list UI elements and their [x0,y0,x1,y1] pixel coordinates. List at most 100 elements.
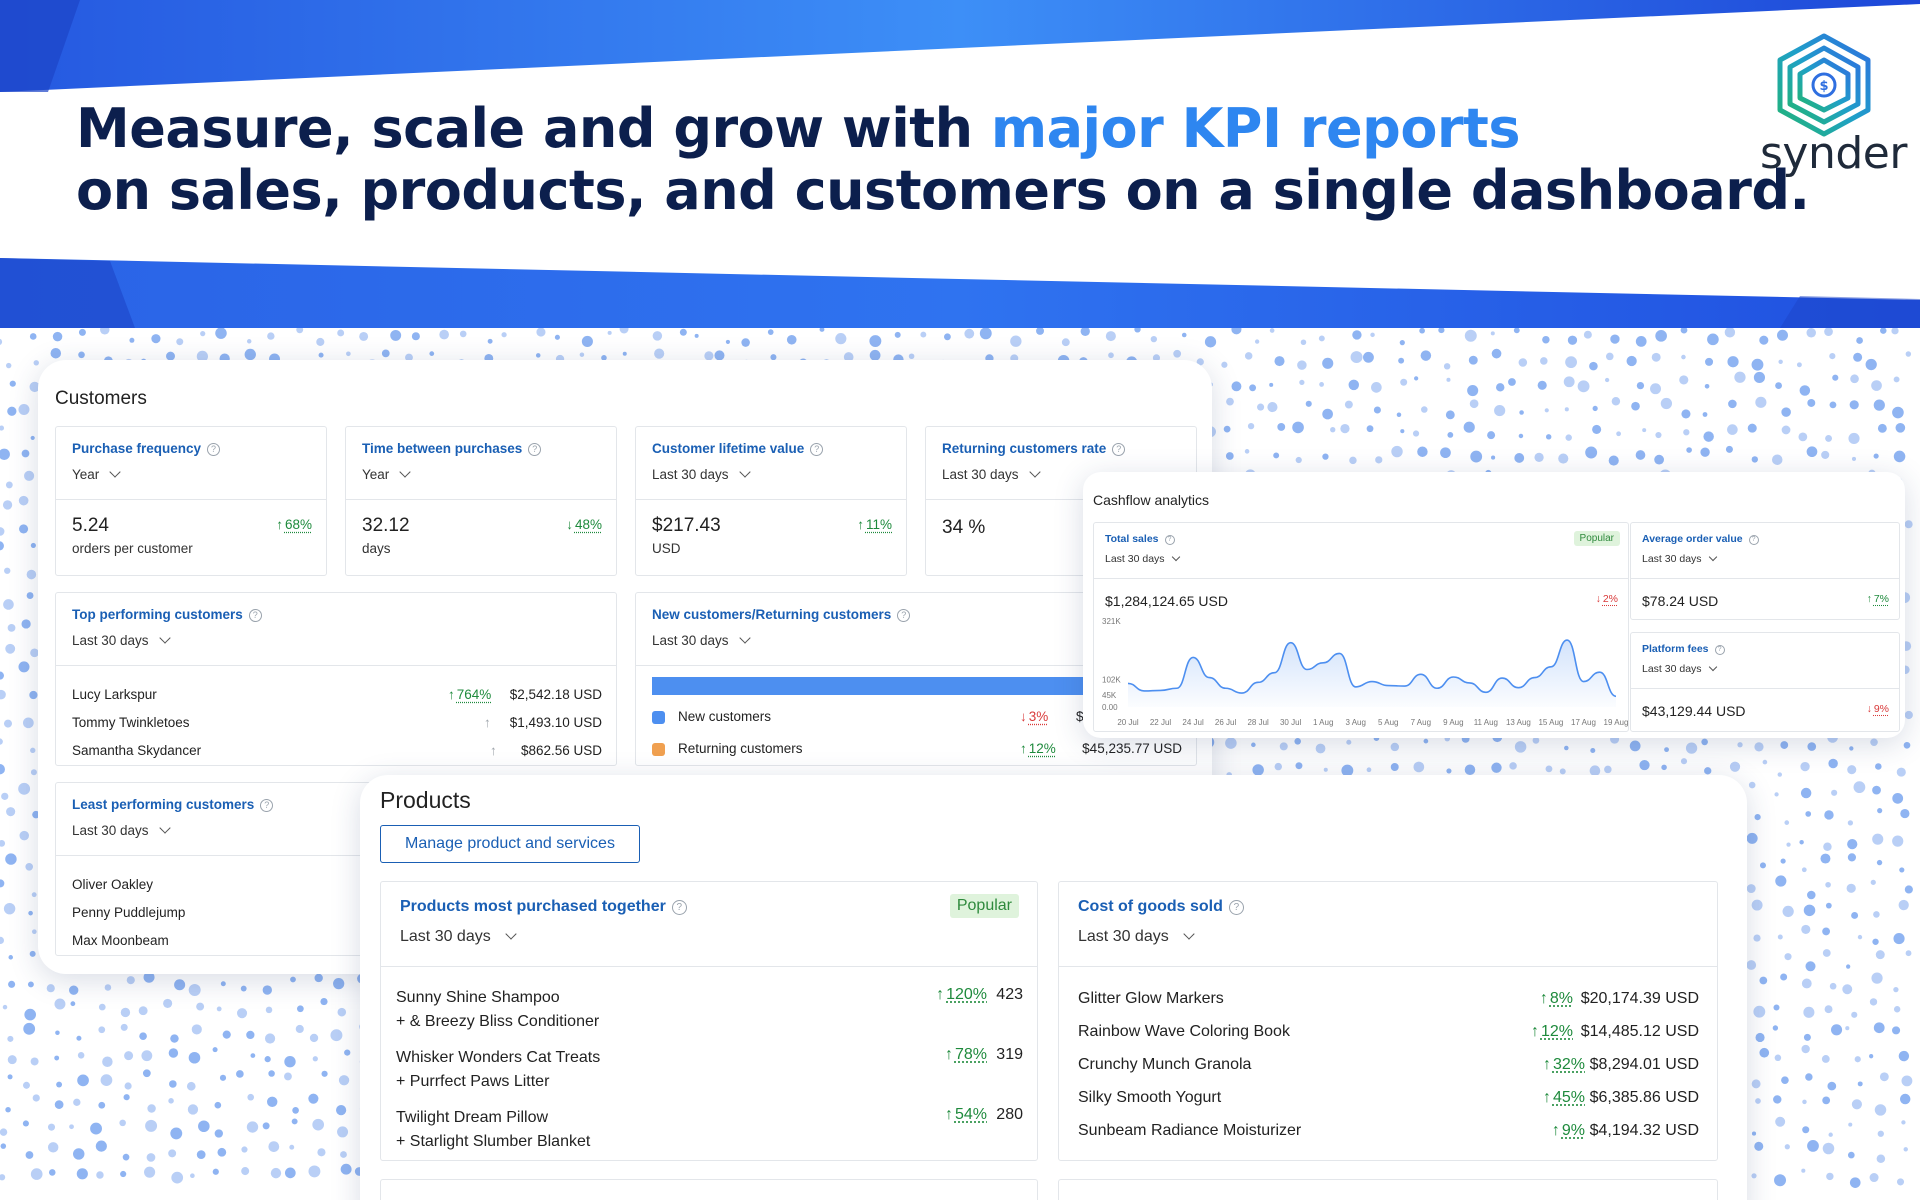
background-dot [314,973,323,983]
background-dot [1870,738,1878,747]
help-icon[interactable]: ? [207,443,221,456]
period-dropdown[interactable]: Year [362,466,411,482]
period-dropdown[interactable]: Last 30 days [652,632,751,648]
background-dot [1545,765,1553,773]
product-name[interactable]: Glitter Glow Markers [1078,990,1224,1007]
background-dot [340,1151,347,1158]
background-dot [18,404,30,416]
customer-name[interactable]: Max Moonbeam [72,933,169,948]
customer-name[interactable]: Samantha Skydancer [72,743,202,758]
background-dot [151,334,161,344]
background-dot [1440,447,1451,459]
customer-name[interactable]: Penny Puddlejump [72,905,186,920]
background-dot [104,984,112,991]
background-dot [581,335,593,348]
background-dot [29,690,38,700]
background-dot [32,810,40,819]
x-tick-label: 26 Jul [1215,718,1237,727]
period-dropdown[interactable]: Last 30 days [942,466,1041,482]
background-dot [1700,447,1710,457]
background-dot [487,338,493,344]
product-name[interactable]: Sunbeam Radiance Moisturizer [1078,1122,1302,1139]
x-tick-label: 9 Aug [1443,718,1463,727]
help-icon[interactable]: ? [1748,535,1759,545]
background-dot [30,769,37,776]
background-dot [1061,338,1070,347]
chevron-down-icon [399,466,411,478]
product-name[interactable]: Rainbow Wave Coloring Book [1078,1023,1290,1040]
period-dropdown[interactable]: Last 30 days [1642,662,1717,675]
help-icon[interactable]: ? [528,443,542,456]
product-pair[interactable]: Sunny Shine Shampoo + & Breezy Bliss Cond… [396,989,600,1030]
period-dropdown[interactable]: Last 30 days [72,632,171,648]
product-name[interactable]: Crunchy Munch Granola [1078,1056,1252,1073]
help-icon[interactable]: ? [1164,535,1175,545]
divider [1631,688,1899,689]
background-dot [1901,1075,1913,1087]
help-icon[interactable]: ? [1714,645,1725,655]
background-dot [28,910,33,916]
period-dropdown[interactable]: Year [72,466,121,482]
cashflow-title: Cashflow analytics [1093,492,1209,508]
product-pair[interactable]: Twilight Dream Pillow + Starlight Slumber… [396,1109,591,1150]
background-dot [30,542,36,548]
period-dropdown[interactable]: Last 30 days [400,928,517,946]
help-icon[interactable]: ? [1228,900,1244,915]
product-pair[interactable]: Whisker Wonders Cat Treats + Purrfect Paw… [396,1049,601,1090]
background-dot [1509,762,1517,770]
background-dot [1292,421,1304,434]
background-dot [1899,1093,1911,1105]
new-customers-change: ↓ 3% [1020,709,1049,724]
period-dropdown[interactable]: Last 30 days [1105,552,1180,565]
background-dot [77,1052,85,1059]
background-dot [296,1005,304,1013]
background-dot [1518,433,1524,439]
chevron-down-icon [109,466,121,478]
period-dropdown[interactable]: Last 30 days [1078,928,1195,946]
background-dot [1853,352,1863,362]
divider [1631,578,1899,579]
background-dot [1537,380,1547,390]
background-dot [77,1074,89,1087]
x-tick-label: 5 Aug [1378,718,1398,727]
help-icon[interactable]: ? [248,609,262,622]
help-icon[interactable]: ? [260,799,274,812]
help-icon[interactable]: ? [897,609,911,622]
background-dot [1780,973,1788,981]
background-dot [1901,1120,1906,1125]
background-dot [346,351,351,357]
customer-name[interactable]: Tommy Twinkletoes [72,715,190,730]
help-icon[interactable]: ? [810,443,824,456]
background-dot [1774,1054,1782,1062]
background-dot [1150,335,1158,343]
period-dropdown[interactable]: Last 30 days [652,466,751,482]
customer-name[interactable]: Lucy Larkspur [72,687,157,702]
background-dot [1152,354,1161,362]
background-dot [1871,972,1883,984]
period-dropdown[interactable]: Last 30 days [1642,552,1717,565]
kpi-card-customer-lifetime-value: Customer lifetime value? Last 30 days $2… [635,426,907,576]
period-dropdown[interactable]: Last 30 days [72,822,171,838]
background-dot [1873,1022,1885,1034]
card-title: Products most purchased together? [400,898,687,916]
help-icon[interactable]: ? [671,900,687,915]
background-dot [1875,950,1885,960]
help-icon[interactable]: ? [1112,443,1126,456]
background-dot [1832,374,1839,381]
background-dot [24,470,35,481]
manage-products-button[interactable]: Manage product and services [380,825,640,863]
background-dot [1681,409,1691,419]
background-dot [7,1074,13,1080]
customer-name[interactable]: Oliver Oakley [72,877,154,892]
background-dot [1849,400,1859,410]
background-dot [98,1101,106,1109]
cost-of-goods-sold-card: Cost of goods sold? Last 30 days Glitter… [1058,881,1718,1161]
background-dot [1464,764,1476,775]
background-dot [1518,358,1528,367]
product-name[interactable]: Silky Smooth Yogurt [1078,1089,1222,1106]
x-tick-label: 28 Jul [1247,718,1269,727]
background-dot [1080,328,1090,336]
background-dot [318,352,324,358]
background-dot [1247,422,1255,430]
average-order-value-card: Average order value? Last 30 days $78.24… [1630,522,1900,620]
